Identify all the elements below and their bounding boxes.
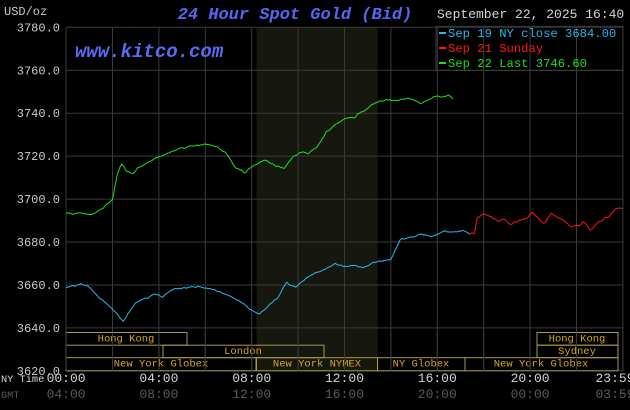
svg-text:Sep 22 Last 3746.60: Sep 22 Last 3746.60 — [448, 57, 587, 71]
svg-text:Hong Kong: Hong Kong — [98, 334, 155, 346]
svg-text:16:00: 16:00 — [325, 387, 364, 402]
svg-text:www.kitco.com: www.kitco.com — [75, 41, 224, 63]
svg-text:September 22, 2025 16:40: September 22, 2025 16:40 — [437, 7, 624, 22]
svg-text:08:00: 08:00 — [139, 387, 178, 402]
svg-text:NY Time: NY Time — [1, 374, 44, 386]
svg-text:04:00: 04:00 — [47, 387, 86, 402]
svg-text:3780.0: 3780.0 — [17, 21, 60, 35]
svg-text:12:00: 12:00 — [232, 387, 271, 402]
svg-text:London: London — [224, 346, 262, 358]
svg-text:3660.0: 3660.0 — [17, 279, 60, 293]
svg-text:20:00: 20:00 — [418, 387, 457, 402]
svg-text:GMT: GMT — [1, 390, 20, 402]
svg-text:00:00: 00:00 — [47, 371, 86, 386]
svg-text:USD/oz: USD/oz — [4, 5, 47, 19]
svg-text:3680.0: 3680.0 — [17, 236, 60, 250]
svg-text:20:00: 20:00 — [511, 371, 550, 386]
svg-text:New York Globex: New York Globex — [114, 359, 209, 371]
svg-text:23:59: 23:59 — [595, 371, 630, 386]
svg-text:16:00: 16:00 — [418, 371, 457, 386]
svg-text:NY Globex: NY Globex — [393, 359, 450, 371]
svg-text:24 Hour Spot Gold (Bid): 24 Hour Spot Gold (Bid) — [178, 6, 413, 25]
svg-text:3720.0: 3720.0 — [17, 150, 60, 164]
svg-text:03:59: 03:59 — [595, 387, 630, 402]
svg-text:New York Globex: New York Globex — [494, 359, 589, 371]
svg-text:New York NYMEX: New York NYMEX — [273, 359, 362, 371]
svg-text:Sep 21 Sunday: Sep 21 Sunday — [448, 42, 543, 56]
svg-text:3640.0: 3640.0 — [17, 322, 60, 336]
svg-text:3740.0: 3740.0 — [17, 107, 60, 121]
svg-text:12:00: 12:00 — [325, 371, 364, 386]
svg-text:08:00: 08:00 — [232, 371, 271, 386]
svg-text:00:00: 00:00 — [511, 387, 550, 402]
svg-text:3700.0: 3700.0 — [17, 193, 60, 207]
svg-text:3760.0: 3760.0 — [17, 64, 60, 78]
svg-text:Sep 19 NY close 3684.00: Sep 19 NY close 3684.00 — [448, 27, 616, 41]
svg-text:04:00: 04:00 — [139, 371, 178, 386]
